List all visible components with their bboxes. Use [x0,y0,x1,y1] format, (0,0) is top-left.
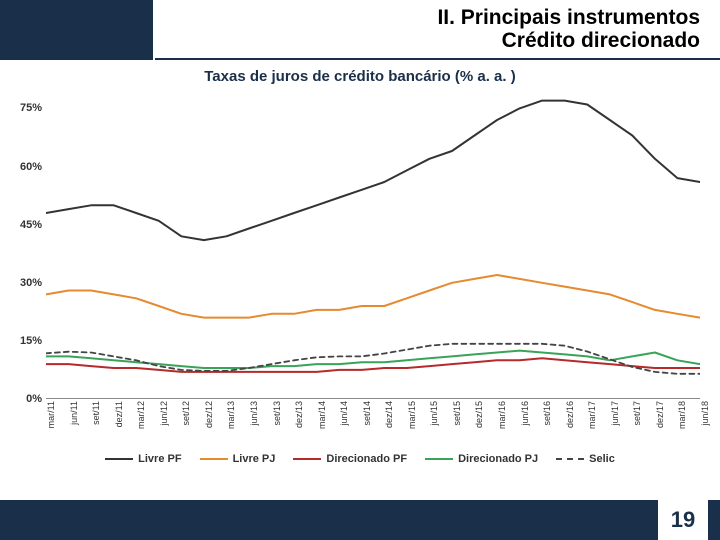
chart-svg [46,89,700,399]
x-tick-label: mar/16 [497,401,507,429]
legend-item: Direcionado PF [293,453,407,465]
page-number: 19 [658,500,708,540]
x-tick-label: set/17 [632,401,642,426]
chart-container: Taxas de juros de crédito bancário (% a.… [0,60,720,500]
legend-swatch [556,458,584,460]
x-tick-label: jun/15 [429,401,439,426]
x-tick-label: mar/12 [136,401,146,429]
x-tick-label: dez/16 [565,401,575,428]
x-tick-label: jun/12 [159,401,169,426]
x-tick-label: set/12 [181,401,191,426]
x-tick-label: mar/18 [677,401,687,429]
x-axis-labels: mar/11 jun/11 set/11 dez/11 mar/12 jun/12 set/… [46,399,700,449]
x-tick-label: set/14 [362,401,372,426]
x-tick-label: mar/11 [46,401,56,428]
y-tick-label: 30% [20,277,46,289]
y-tick-label: 0% [26,393,46,405]
y-tick-label: 75% [20,102,46,114]
legend-item: Direcionado PJ [425,453,538,465]
legend-item: Selic [556,453,615,465]
x-tick-label: dez/15 [474,401,484,428]
series-direcionado-pj [46,351,700,368]
x-tick-label: dez/17 [655,401,665,428]
x-tick-label: mar/15 [407,401,417,429]
legend-label: Selic [589,453,615,465]
x-tick-label: jun/13 [249,401,259,426]
legend-label: Direcionado PJ [458,453,538,465]
legend-swatch [200,458,228,460]
legend-swatch [293,458,321,460]
x-tick-label: set/15 [452,401,462,426]
series-livre-pj [46,275,700,318]
x-tick-label: jun/18 [700,401,710,426]
legend-label: Livre PJ [233,453,276,465]
x-tick-label: dez/14 [384,401,394,428]
x-tick-label: mar/13 [226,401,236,429]
x-tick-label: dez/13 [294,401,304,428]
chart-plot-area: 0%15%30%45%60%75% [46,89,700,399]
series-livre-pf [46,101,700,241]
x-tick-label: jun/16 [520,401,530,426]
x-tick-label: dez/12 [204,401,214,428]
y-tick-label: 60% [20,161,46,173]
x-tick-label: mar/17 [587,401,597,429]
legend-label: Livre PF [138,453,181,465]
header-left-block [0,0,155,60]
header-line-1: II. Principais instrumentos [437,6,700,29]
x-tick-label: dez/11 [114,401,124,427]
header-title-area: II. Principais instrumentos Crédito dire… [155,0,720,60]
header-line-2: Crédito direcionado [502,29,700,52]
x-tick-label: set/11 [91,401,101,425]
legend-label: Direcionado PF [326,453,407,465]
legend-swatch [105,458,133,460]
chart-legend: Livre PF Livre PJ Direcionado PF Direcionad… [10,453,710,465]
slide-header: II. Principais instrumentos Crédito dire… [0,0,720,60]
y-tick-label: 15% [20,335,46,347]
x-tick-label: set/16 [542,401,552,426]
slide-footer: 19 [0,500,720,540]
series-direcionado-pf [46,358,700,372]
x-tick-label: mar/14 [317,401,327,429]
x-tick-label: jun/17 [610,401,620,426]
y-tick-label: 45% [20,219,46,231]
legend-item: Livre PJ [200,453,276,465]
legend-item: Livre PF [105,453,181,465]
x-tick-label: jun/14 [339,401,349,426]
chart-title: Taxas de juros de crédito bancário (% a.… [10,68,710,85]
legend-swatch [425,458,453,460]
x-tick-label: set/13 [272,401,282,426]
x-tick-label: jun/11 [69,401,79,425]
